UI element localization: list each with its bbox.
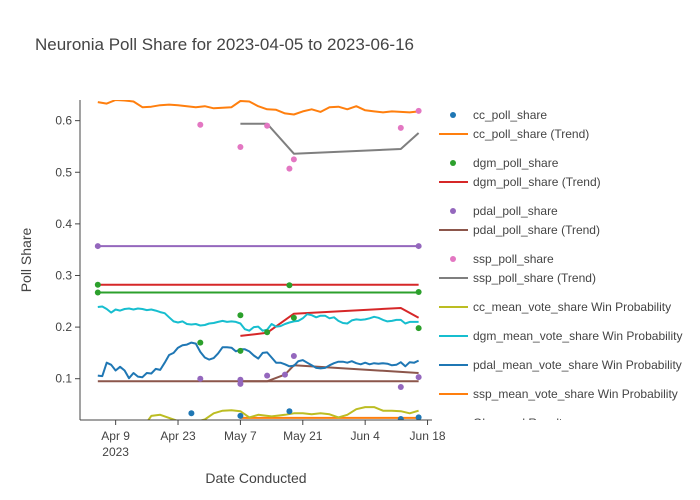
y-tick-label: 0.1: [55, 372, 72, 386]
dgm-poll-share-point: [237, 347, 244, 354]
legend-item-cc-poll-share-trend[interactable]: cc_poll_share (Trend): [439, 127, 589, 141]
series-lines: [97, 100, 420, 420]
x-tick-label: May 7: [224, 429, 257, 443]
pdal-poll-share-point: [281, 371, 288, 378]
legend-label: pdal_poll_share: [473, 204, 558, 218]
dgm-poll-share-point: [286, 282, 293, 289]
y-tick-label: 0.4: [55, 217, 72, 231]
x-tick-label: Apr 9: [101, 429, 130, 443]
legend-item-cc-poll-share[interactable]: cc_poll_share: [450, 108, 547, 122]
dgm-poll-share-point: [197, 339, 204, 346]
y-axis-title: Poll Share: [18, 227, 34, 292]
legend-item-dgm-poll-share[interactable]: dgm_poll_share: [450, 156, 559, 170]
legend-label: pdal_mean_vote_share Win Probability: [473, 358, 682, 372]
legend-item-pdal-mean-vote-share-win-probability[interactable]: pdal_mean_vote_share Win Probability: [439, 358, 682, 372]
y-tick-label: 0.5: [55, 165, 72, 179]
legend-label: ssp_poll_share: [473, 252, 554, 266]
legend-label: ssp_poll_share (Trend): [473, 271, 596, 285]
ssp-poll-share-point: [415, 107, 422, 114]
legend-item-observed-result[interactable]: Observed Result: [439, 416, 563, 430]
legend-label: dgm_poll_share (Trend): [473, 175, 601, 189]
pdal-mean-vote-share-win-probability-line: [97, 341, 420, 380]
y-tick-label: 0.2: [55, 320, 72, 334]
legend-swatch: [450, 160, 456, 166]
pdal-poll-share-point: [237, 376, 244, 383]
pdal-poll-share-point: [94, 243, 101, 250]
pdal-poll-share-point: [290, 353, 297, 359]
chart-title: Neuronia Poll Share for 2023-04-05 to 20…: [35, 35, 414, 54]
pdal-poll-share-point: [397, 383, 404, 390]
y-tick-label: 0.6: [55, 114, 72, 128]
dgm-poll-share-point: [415, 325, 422, 332]
legend-swatch: [450, 112, 456, 118]
legend-item-dgm-mean-vote-share-win-probability[interactable]: dgm_mean_vote_share Win Probability: [439, 329, 682, 343]
pdal-poll-share-point: [415, 243, 422, 250]
ssp-poll-share-trend-line: [240, 122, 420, 155]
legend-label: dgm_mean_vote_share Win Probability: [473, 329, 682, 343]
legend-item-cc-mean-vote-share-win-probability[interactable]: cc_mean_vote_share Win Probability: [439, 300, 671, 314]
dgm-poll-share-point: [237, 312, 244, 319]
pdal-poll-share-point: [197, 375, 204, 382]
legend-swatch: [450, 208, 456, 214]
legend-label: cc_poll_share: [473, 108, 547, 122]
ssp-poll-share-point: [397, 124, 404, 131]
cc-poll-share-point: [286, 408, 293, 415]
legend[interactable]: cc_poll_share cc_poll_share (Trend) dgm_po…: [439, 108, 682, 430]
pdal-poll-share-point: [237, 380, 244, 387]
pdal-poll-share-point: [415, 374, 422, 381]
cc-poll-share-point: [237, 412, 244, 419]
ssp-poll-share-point: [197, 121, 204, 128]
cc-mean-vote-share-win-probability-line: [147, 406, 419, 420]
legend-label: ssp_mean_vote_share Win Probability: [473, 387, 678, 401]
axes: 0.1 0.2 0.3 0.4 0.5 0.6 Apr 9 2023 Apr 23 May 7 Ma…: [55, 100, 446, 459]
pdal-poll-share-point: [264, 372, 271, 379]
legend-label: dgm_poll_share: [473, 156, 559, 170]
dgm-poll-share-trend-line: [240, 307, 420, 337]
x-tick-label: Jun 18: [410, 429, 446, 443]
ssp-poll-share-point: [290, 156, 297, 163]
legend-item-ssp-mean-vote-share-win-probability[interactable]: ssp_mean_vote_share Win Probability: [439, 387, 678, 401]
legend-item-pdal-poll-share[interactable]: pdal_poll_share: [450, 204, 558, 218]
ssp-poll-share-point: [237, 143, 244, 150]
legend-swatch: [450, 256, 456, 262]
legend-label: pdal_poll_share (Trend): [473, 223, 600, 237]
x-axis-title: Date Conducted: [205, 470, 306, 486]
x-tick-label: May 21: [283, 429, 323, 443]
dgm-poll-share-point: [415, 289, 422, 295]
cc-poll-share-point: [397, 415, 404, 420]
y-tick-label: 0.3: [55, 268, 72, 282]
dgm-poll-share-point: [290, 314, 297, 321]
legend-label: Observed Result: [473, 416, 563, 430]
dgm-mean-vote-share-win-probability-line: [97, 305, 419, 332]
legend-item-dgm-poll-share-trend[interactable]: dgm_poll_share (Trend): [439, 175, 601, 189]
legend-label: cc_mean_vote_share Win Probability: [473, 300, 671, 314]
dgm-poll-share-point: [94, 281, 101, 288]
legend-item-ssp-poll-share[interactable]: ssp_poll_share: [450, 252, 554, 266]
dgm-poll-share-point: [94, 289, 101, 296]
legend-label: cc_poll_share (Trend): [473, 127, 589, 141]
reference-lines: [97, 245, 419, 419]
legend-item-ssp-poll-share-trend[interactable]: ssp_poll_share (Trend): [439, 271, 596, 285]
dgm-poll-share-point: [264, 329, 271, 336]
ssp-poll-share-point: [286, 165, 293, 172]
legend-item-pdal-poll-share-trend[interactable]: pdal_poll_share (Trend): [439, 223, 600, 237]
cc-poll-share-point: [188, 410, 195, 417]
series-markers: [94, 107, 422, 420]
ssp-poll-share-point: [264, 122, 271, 129]
cc-poll-share-point: [415, 414, 422, 420]
x-tick-label: Jun 4: [350, 429, 380, 443]
cc-poll-share-trend-line: [97, 100, 419, 116]
x-tick-sublabel: 2023: [102, 445, 129, 459]
x-tick-label: Apr 23: [160, 429, 196, 443]
